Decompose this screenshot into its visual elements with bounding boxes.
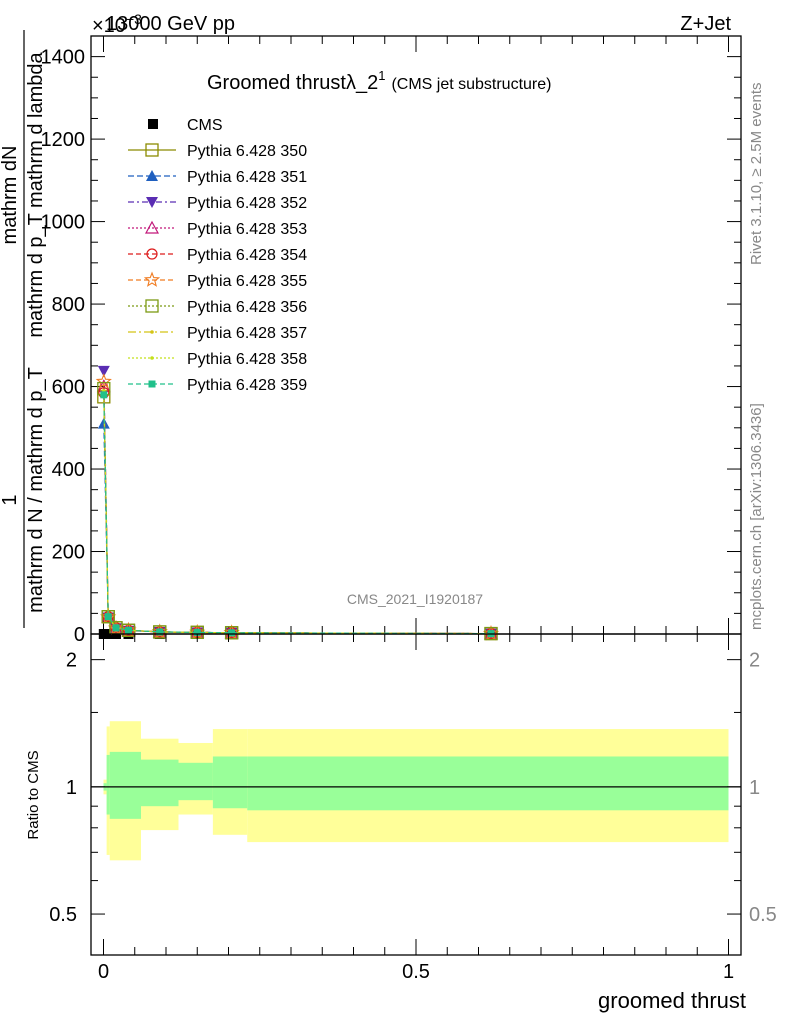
x-axis-label: groomed thrust [598,988,746,1013]
ratio-y-tick-label-right: 0.5 [749,904,777,926]
ratio-inner-band-bin [141,759,179,807]
y-tick-label: 600 [52,377,85,399]
energy-label: 13000 GeV pp [106,13,235,35]
legend-entry: Pythia 6.428 356 [128,299,307,316]
data-point [95,373,112,389]
ratio-y-ticks: 0.5 0.5 1 1 2 2 [49,650,777,926]
y-tick-label: 0 [74,624,85,646]
process-label: Z+Jet [680,13,731,35]
legend-entry: Pythia 6.428 355 [128,271,307,290]
exponent-label: ×10−3 [92,11,142,37]
data-point [228,629,236,637]
ratio-y-tick-label: 1 [66,777,77,799]
legend: CMS Pythia 6.428 350 Pythia 6.428 351 Pythi… [128,117,307,394]
legend-label: CMS [187,117,223,134]
data-point [104,613,112,621]
x-tick-label: 0.5 [402,961,430,983]
rivet-label: Rivet 3.1.10, ≥ 2.5M events [748,83,765,266]
y-tick-label: 1200 [41,129,86,151]
legend-entry: Pythia 6.428 352 [128,195,307,212]
ratio-y-tick-label: 0.5 [49,904,77,926]
legend-marker [148,119,158,129]
legend-marker [143,271,161,287]
legend-marker [148,380,156,388]
legend-label: Pythia 6.428 359 [187,377,307,394]
x-tick-label: 1 [723,961,734,983]
data-point [193,628,201,636]
legend-marker [146,170,158,181]
legend-entry: Pythia 6.428 351 [128,169,307,186]
legend-label: Pythia 6.428 358 [187,351,307,368]
ratio-y-tick-label: 2 [66,650,77,672]
main-y-axis-label: 1 mathrm dN mathrm d p_T mathrm d lambda… [0,30,47,628]
ratio-x-ticks: 0 0.5 1 [98,634,734,983]
legend-marker [145,299,159,313]
legend-entry: Pythia 6.428 350 [128,143,307,160]
watermark-label: CMS_2021_I1920187 [347,591,483,607]
ratio-inner-band-bin [247,756,729,811]
legend-marker [144,220,160,234]
chart-title: Groomed thrustλ_21(CMS jet substructure) [207,68,551,94]
legend-entry: CMS [148,117,223,134]
data-point [97,365,110,377]
ratio-bands [103,721,729,861]
legend-label: Pythia 6.428 352 [187,195,307,212]
data-point [112,624,120,632]
legend-label: Pythia 6.428 356 [187,299,307,316]
legend-marker [150,356,154,360]
ratio-y-tick-label-right: 1 [749,777,760,799]
legend-label: Pythia 6.428 355 [187,273,307,290]
ratio-inner-band-bin [109,751,141,819]
y-label-line1: mathrm dN [0,146,21,245]
mcplots-label: mcplots.cern.ch [arXiv:1306.3436] [748,403,765,630]
legend-marker [145,143,159,157]
y-label-denominator: mathrm d N / mathrm d p_T [25,367,47,613]
y-tick-label: 1000 [41,212,86,234]
y-label-one: 1 [0,494,21,505]
y-tick-label: 200 [52,542,85,564]
legend-marker [146,248,158,260]
legend-entry: Pythia 6.428 357 [128,325,307,342]
ratio-inner-band-bin [178,762,213,801]
ratio-y-tick-label-right: 2 [749,650,760,672]
y-tick-label: 1400 [41,47,86,69]
y-label-line2: mathrm d p_T mathrm d lambda [25,51,47,337]
legend-label: Pythia 6.428 350 [187,143,307,160]
main-y-ticks: 0 200 400 600 800 1000 1200 1400 [41,35,741,646]
legend-label: Pythia 6.428 351 [187,169,307,186]
x-tick-label: 0 [98,961,109,983]
data-point [156,628,164,636]
y-tick-label: 400 [52,459,85,481]
data-point [100,391,108,399]
legend-entry: Pythia 6.428 359 [128,377,307,394]
legend-entry: Pythia 6.428 353 [128,220,307,238]
legend-entry: Pythia 6.428 358 [128,351,307,368]
legend-entry: Pythia 6.428 354 [128,247,307,264]
legend-label: Pythia 6.428 354 [187,247,307,264]
data-point [125,626,132,634]
legend-marker [146,197,158,208]
y-tick-label: 800 [52,294,85,316]
legend-marker [150,330,154,334]
ratio-inner-band-bin [212,756,248,809]
ratio-inner-band-bin [106,754,110,815]
legend-label: Pythia 6.428 357 [187,325,307,342]
ratio-y-label: Ratio to CMS [25,750,42,839]
legend-label: Pythia 6.428 353 [187,221,307,238]
